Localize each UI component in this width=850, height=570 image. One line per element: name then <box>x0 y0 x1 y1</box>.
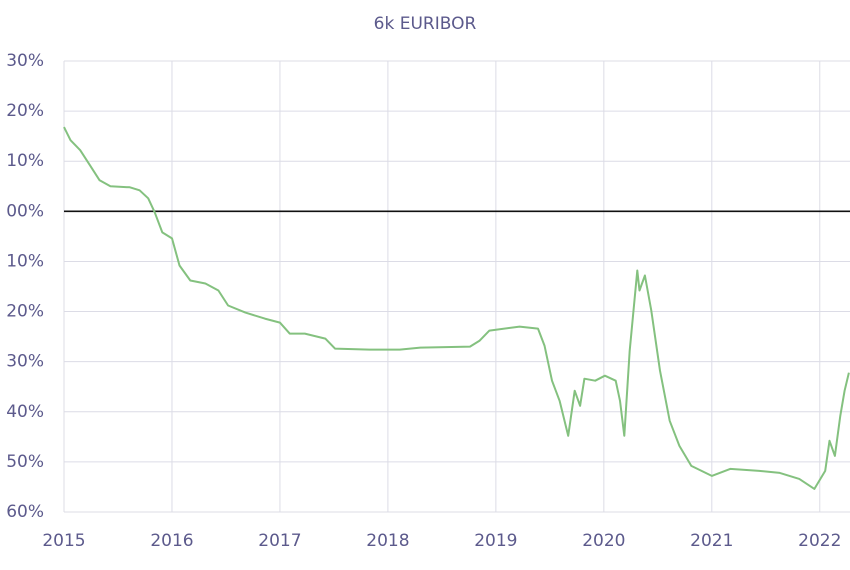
x-tick-label: 2019 <box>474 531 517 551</box>
x-tick-label: 2016 <box>150 531 193 551</box>
y-tick-label: 40% <box>6 402 44 422</box>
x-tick-label: 2020 <box>582 531 625 551</box>
y-tick-label: 30% <box>6 352 44 372</box>
x-tick-label: 2018 <box>366 531 409 551</box>
x-tick-label: 2021 <box>690 531 733 551</box>
chart-title: 6k EURIBOR <box>374 14 477 34</box>
x-tick-label: 2017 <box>258 531 301 551</box>
y-tick-label: 20% <box>6 302 44 322</box>
y-tick-label: 20% <box>6 101 44 121</box>
x-tick-label: 2022 <box>798 531 841 551</box>
y-tick-label: 00% <box>6 201 44 221</box>
y-tick-label: 10% <box>6 151 44 171</box>
y-tick-label: 60% <box>6 502 44 522</box>
y-tick-label: 10% <box>6 251 44 271</box>
data-line <box>63 126 850 490</box>
y-tick-label: 50% <box>6 452 44 472</box>
y-tick-label: 30% <box>6 51 44 71</box>
x-tick-label: 2015 <box>42 531 85 551</box>
